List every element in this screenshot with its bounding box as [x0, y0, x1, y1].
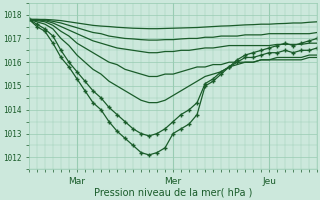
X-axis label: Pression niveau de la mer( hPa ): Pression niveau de la mer( hPa ) [94, 187, 252, 197]
